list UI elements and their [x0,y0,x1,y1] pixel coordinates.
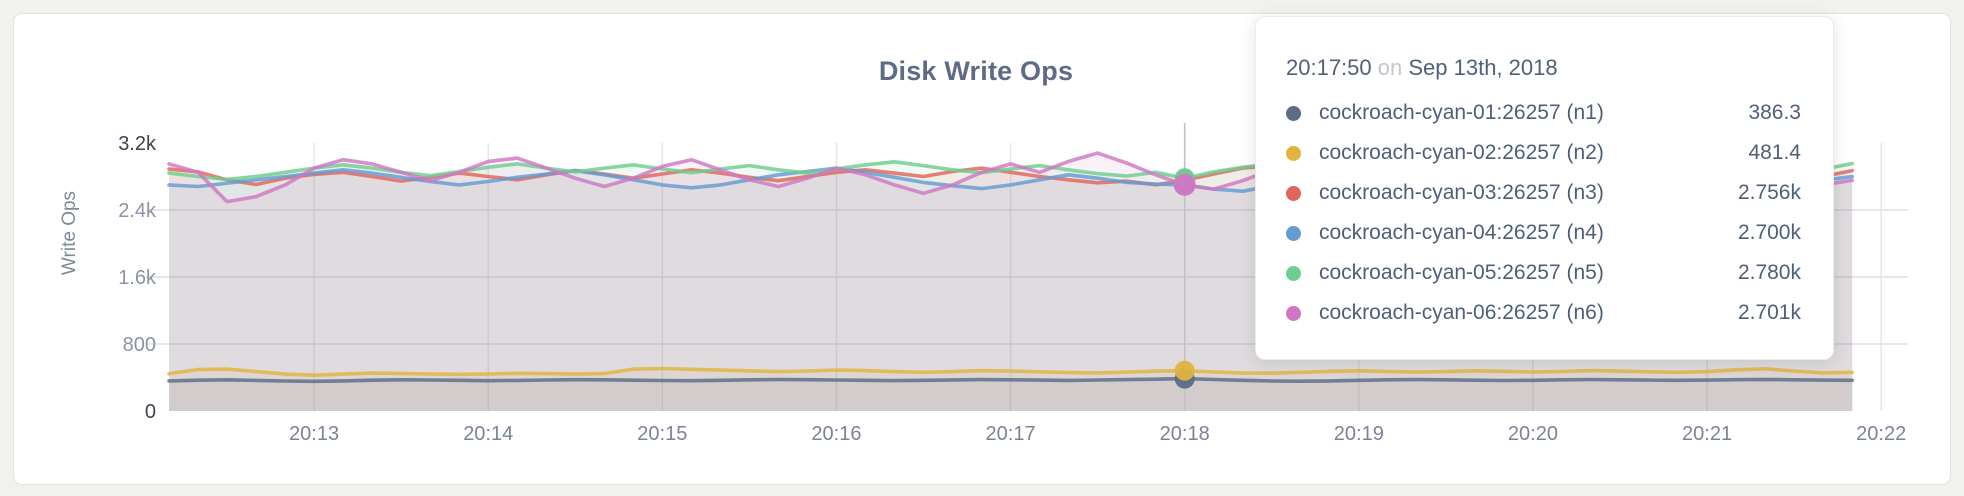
tooltip-time: 20:17:50 [1286,55,1372,80]
x-tick-label: 20:17 [986,423,1036,445]
series-color-dot-icon [1286,185,1301,201]
tooltip-series-row: cockroach-cyan-04:26257 (n4) 2.700k [1286,213,1801,253]
series-color-dot-icon [1286,225,1301,241]
chart-title: Disk Write Ops [878,56,1074,86]
x-tick-label: 20:16 [811,423,861,445]
series-value: 2.780k [1737,261,1801,284]
series-color-dot-icon [1286,305,1301,321]
y-tick-label: 3.2k [118,133,157,155]
y-tick-label: 2.4k [118,200,157,222]
tooltip-timestamp: 20:17:50 on Sep 13th, 2018 [1286,55,1558,81]
tooltip-series-row: cockroach-cyan-01:26257 (n1) 386.3 [1286,93,1801,133]
series-name: cockroach-cyan-04:26257 (n4) [1319,221,1604,244]
hover-dot-n6 [1173,173,1196,196]
x-tick-label: 20:20 [1508,423,1558,445]
series-name: cockroach-cyan-02:26257 (n2) [1319,141,1604,164]
tooltip-date: Sep 13th, 2018 [1408,55,1558,80]
y-tick-label: 800 [123,334,156,356]
series-color-dot-icon [1286,265,1301,281]
y-tick-label: 1.6k [118,267,157,289]
x-tick-label: 20:19 [1334,423,1384,445]
series-name: cockroach-cyan-05:26257 (n5) [1319,261,1604,284]
hover-dot-n2 [1174,360,1195,381]
series-value: 2.700k [1737,221,1801,244]
series-color-dot-icon [1286,145,1301,161]
y-tick-label: 0 [145,401,156,423]
tooltip-series-row: cockroach-cyan-06:26257 (n6) 2.701k [1286,293,1801,333]
series-name: cockroach-cyan-01:26257 (n1) [1319,101,1604,124]
tooltip-series-row: cockroach-cyan-02:26257 (n2) 481.4 [1286,133,1801,173]
tooltip-series-list: cockroach-cyan-01:26257 (n1) 386.3 cockroa… [1286,93,1801,333]
series-color-dot-icon [1286,105,1301,121]
series-value: 481.4 [1748,141,1801,164]
series-name: cockroach-cyan-06:26257 (n6) [1319,301,1604,324]
x-tick-label: 20:15 [637,423,687,445]
series-line-n1 [167,376,1854,384]
series-name: cockroach-cyan-03:26257 (n3) [1319,181,1604,204]
x-tick-label: 20:13 [289,423,339,445]
x-tick-label: 20:18 [1160,423,1210,445]
x-tick-label: 20:22 [1856,423,1906,445]
series-value: 386.3 [1748,101,1801,124]
series-line-n2 [167,366,1854,378]
x-tick-label: 20:14 [463,423,513,445]
hover-tooltip: 20:17:50 on Sep 13th, 2018 cockroach-cya… [1255,16,1834,360]
tooltip-on-word: on [1377,55,1403,80]
series-value: 2.756k [1737,181,1801,204]
tooltip-series-row: cockroach-cyan-05:26257 (n5) 2.780k [1286,253,1801,293]
series-area-n1 [169,378,1853,411]
tooltip-series-row: cockroach-cyan-03:26257 (n3) 2.756k [1286,173,1801,213]
x-tick-label: 20:21 [1682,423,1732,445]
series-value: 2.701k [1737,301,1801,324]
